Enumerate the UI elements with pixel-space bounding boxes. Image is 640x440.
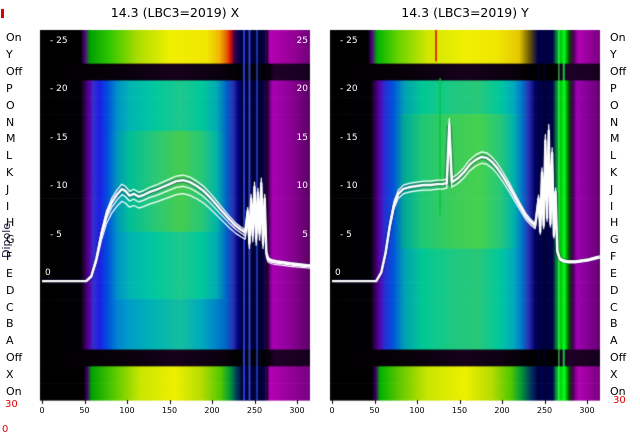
row-label-right-10-i: I bbox=[610, 199, 614, 213]
y-tick-inner-1-10: - 10 bbox=[340, 181, 358, 191]
row-label-left-12-g: G bbox=[6, 233, 15, 247]
row-label-right-15-d: D bbox=[610, 283, 619, 297]
row-label-right-17-b: B bbox=[610, 317, 618, 331]
y-tick-inner-1-20: - 20 bbox=[340, 84, 358, 94]
y-tick-outer-5: 5 bbox=[302, 229, 308, 240]
y-tick-inner-1-15: - 15 bbox=[340, 132, 358, 143]
row-label-right-5-n: N bbox=[610, 115, 619, 129]
red-tick-30-right: 30 bbox=[613, 395, 626, 406]
row-label-right-4-o: O bbox=[610, 98, 619, 112]
x-tick-0-50: 50 bbox=[79, 406, 90, 415]
row-label-left-11-h: H bbox=[6, 216, 15, 230]
row-label-left-8-k: K bbox=[6, 165, 14, 179]
row-label-left-13-f: F bbox=[6, 250, 13, 264]
y-tick-zero-1: 0 bbox=[335, 268, 341, 278]
row-label-left-9-j: J bbox=[6, 182, 10, 196]
row-label-left-7-l: L bbox=[6, 149, 13, 163]
row-label-left-4-o: O bbox=[6, 98, 15, 112]
row-label-right-3-p: P bbox=[610, 81, 617, 95]
row-label-right-19-off: Off bbox=[610, 350, 627, 364]
row-label-right-14-e: E bbox=[610, 266, 617, 280]
row-label-left-15-d: D bbox=[6, 283, 15, 297]
x-tick-1-0: 0 bbox=[329, 406, 335, 415]
row-label-left-14-e: E bbox=[6, 266, 13, 280]
y-tick-outer-15: 15 bbox=[296, 132, 308, 143]
x-tick-0-100: 100 bbox=[119, 406, 135, 415]
row-label-right-9-j: J bbox=[610, 182, 614, 196]
y-tick-inner-0-10: - 10 bbox=[50, 181, 68, 191]
row-label-right-8-k: K bbox=[610, 165, 618, 179]
x-tick-1-300: 300 bbox=[579, 406, 595, 415]
row-label-left-19-off: Off bbox=[6, 350, 23, 364]
x-tick-0-0: 0 bbox=[39, 406, 45, 415]
y-tick-inner-0-25: - 25 bbox=[50, 35, 68, 46]
row-label-left-6-m: M bbox=[6, 132, 16, 146]
row-label-left-2-off: Off bbox=[6, 65, 23, 79]
row-label-left-5-n: N bbox=[6, 115, 15, 129]
y-tick-inner-1-25: - 25 bbox=[340, 35, 358, 46]
row-label-right-13-f: F bbox=[610, 250, 617, 264]
x-tick-0-250: 250 bbox=[246, 406, 263, 415]
y-tick-inner-0-15: - 15 bbox=[50, 132, 68, 143]
row-label-right-1-y: Y bbox=[610, 48, 617, 62]
row-label-right-11-h: H bbox=[610, 216, 619, 230]
x-tick-1-200: 200 bbox=[494, 406, 510, 415]
y-tick-inner-1-5: - 5 bbox=[340, 229, 352, 240]
row-label-right-0-on: On bbox=[610, 31, 626, 45]
y-tick-outer-10: 10 bbox=[296, 181, 308, 191]
row-label-left-0-on: On bbox=[6, 31, 22, 45]
panel-title-x: 14.3 (LBC3=2019) X bbox=[110, 5, 240, 20]
x-tick-1-150: 150 bbox=[451, 406, 468, 415]
row-label-right-18-a: A bbox=[610, 334, 618, 348]
row-label-left-3-p: P bbox=[6, 81, 13, 95]
row-label-left-1-y: Y bbox=[6, 48, 13, 62]
x-tick-1-100: 100 bbox=[409, 406, 425, 415]
row-label-right-16-c: C bbox=[610, 300, 618, 314]
x-tick-1-50: 50 bbox=[369, 406, 380, 415]
row-label-left-20-x: X bbox=[6, 367, 14, 381]
y-tick-outer-25: 25 bbox=[296, 35, 308, 46]
row-label-right-6-m: M bbox=[610, 132, 620, 146]
row-label-left-16-c: C bbox=[6, 300, 14, 314]
red-tick-30-left: 30 bbox=[5, 399, 18, 410]
row-label-right-7-l: L bbox=[610, 149, 617, 163]
x-tick-1-250: 250 bbox=[536, 406, 553, 415]
row-label-right-2-off: Off bbox=[610, 65, 627, 79]
row-label-left-18-a: A bbox=[6, 334, 14, 348]
row-label-left-17-b: B bbox=[6, 317, 14, 331]
red-marker-top-left bbox=[1, 9, 4, 18]
row-label-right-12-g: G bbox=[610, 233, 619, 247]
y-tick-inner-0-20: - 20 bbox=[50, 84, 68, 94]
x-tick-0-200: 200 bbox=[204, 406, 220, 415]
row-label-right-20-x: X bbox=[610, 367, 618, 381]
panel-title-y: 14.3 (LBC3=2019) Y bbox=[401, 5, 529, 20]
x-tick-0-300: 300 bbox=[289, 406, 305, 415]
x-tick-0-150: 150 bbox=[161, 406, 178, 415]
y-tick-zero-0: 0 bbox=[45, 268, 51, 278]
row-label-left-10-i: I bbox=[6, 199, 10, 213]
row-label-left-21-on: On bbox=[6, 384, 22, 398]
row-label-right-21-on: On bbox=[610, 384, 626, 398]
y-tick-inner-0-5: - 5 bbox=[50, 229, 62, 240]
red-tick-0-bottom: 0 bbox=[2, 424, 9, 435]
y-tick-outer-20: 20 bbox=[296, 84, 308, 94]
